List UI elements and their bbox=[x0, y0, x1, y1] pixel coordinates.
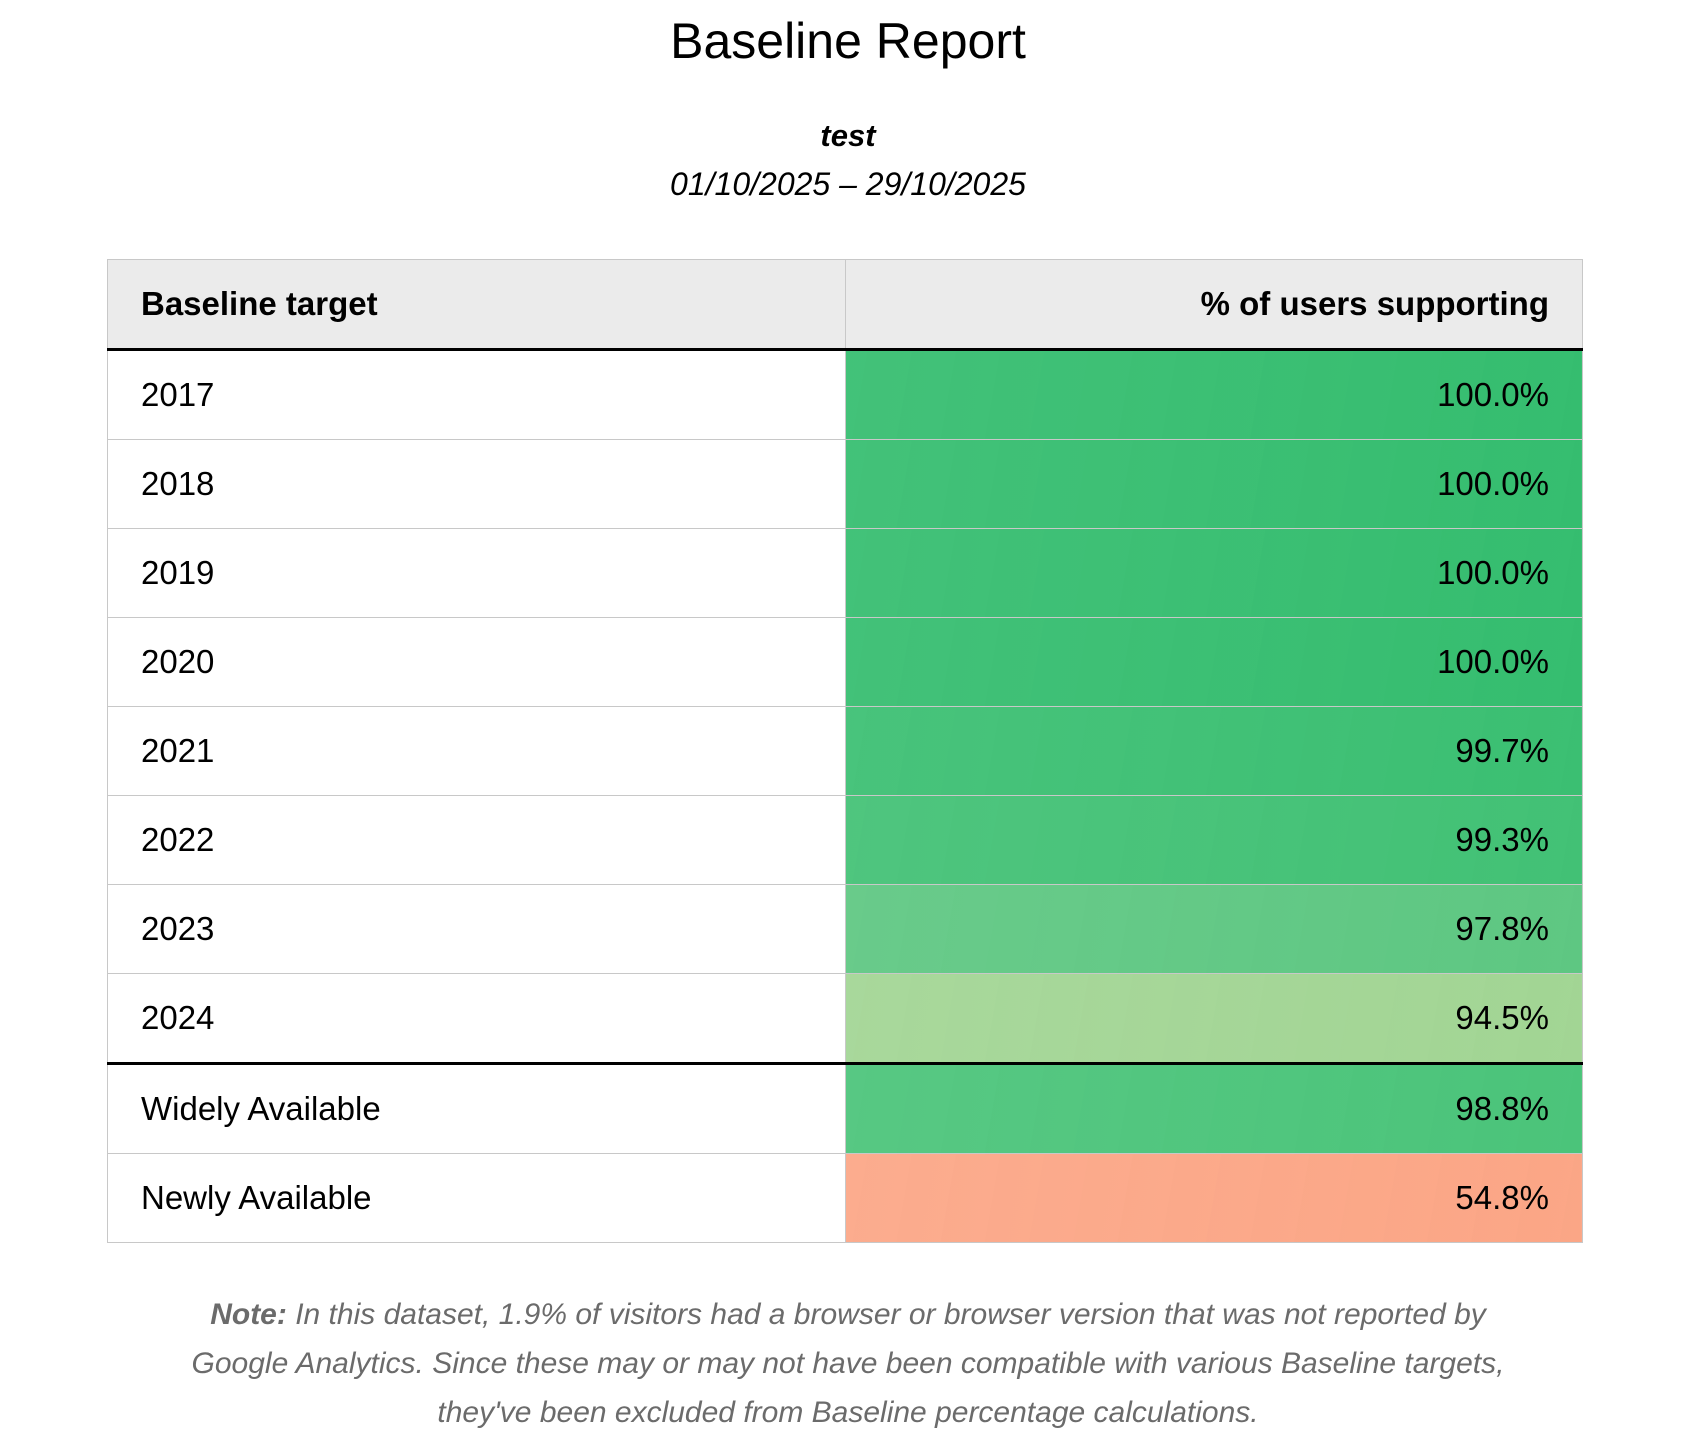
column-header-target: Baseline target bbox=[107, 259, 846, 351]
baseline-target-cell: 2019 bbox=[107, 528, 846, 618]
percent-cell: 98.8% bbox=[844, 1063, 1583, 1154]
percent-cell: 100.0% bbox=[844, 439, 1583, 529]
column-header-percent: % of users supporting bbox=[844, 259, 1583, 351]
baseline-target-cell: 2022 bbox=[107, 795, 846, 885]
percent-cell: 99.3% bbox=[844, 795, 1583, 885]
date-range: 01/10/2025 – 29/10/2025 bbox=[670, 166, 1026, 202]
note-text: In this dataset, 1.9% of visitors had a … bbox=[191, 1298, 1505, 1429]
table-row: 2022 99.3% bbox=[107, 795, 1583, 885]
note-label: Note: bbox=[210, 1298, 287, 1331]
baseline-target-cell: 2021 bbox=[107, 706, 846, 796]
baseline-table: Baseline target % of users supporting 20… bbox=[107, 259, 1583, 1243]
percent-cell: 100.0% bbox=[844, 617, 1583, 707]
table-row: 2020 100.0% bbox=[107, 617, 1583, 707]
baseline-target-cell: 2017 bbox=[107, 349, 846, 440]
table-row: 2024 94.5% bbox=[107, 973, 1583, 1065]
table-row: 2017 100.0% bbox=[107, 349, 1583, 440]
percent-cell: 94.5% bbox=[844, 973, 1583, 1065]
baseline-target-cell: 2023 bbox=[107, 884, 846, 974]
baseline-target-cell: 2024 bbox=[107, 973, 846, 1065]
table-row: Newly Available 54.8% bbox=[107, 1153, 1583, 1243]
baseline-target-cell: Newly Available bbox=[107, 1153, 846, 1243]
percent-cell: 100.0% bbox=[844, 528, 1583, 618]
table-row: 2019 100.0% bbox=[107, 528, 1583, 618]
percent-cell: 99.7% bbox=[844, 706, 1583, 796]
table-row: 2018 100.0% bbox=[107, 439, 1583, 529]
table-row: 2023 97.8% bbox=[107, 884, 1583, 974]
table-header-row: Baseline target % of users supporting bbox=[107, 259, 1583, 351]
table-row: 2021 99.7% bbox=[107, 706, 1583, 796]
percent-cell: 97.8% bbox=[844, 884, 1583, 974]
baseline-target-cell: 2020 bbox=[107, 617, 846, 707]
table-row: Widely Available 98.8% bbox=[107, 1063, 1583, 1154]
footnote: Note: In this dataset, 1.9% of visitors … bbox=[160, 1290, 1536, 1437]
percent-cell: 100.0% bbox=[844, 349, 1583, 440]
page-title: Baseline Report bbox=[670, 13, 1026, 69]
report-subtitle: test bbox=[820, 118, 876, 153]
baseline-target-cell: Widely Available bbox=[107, 1063, 846, 1154]
baseline-target-cell: 2018 bbox=[107, 439, 846, 529]
percent-cell: 54.8% bbox=[844, 1153, 1583, 1243]
